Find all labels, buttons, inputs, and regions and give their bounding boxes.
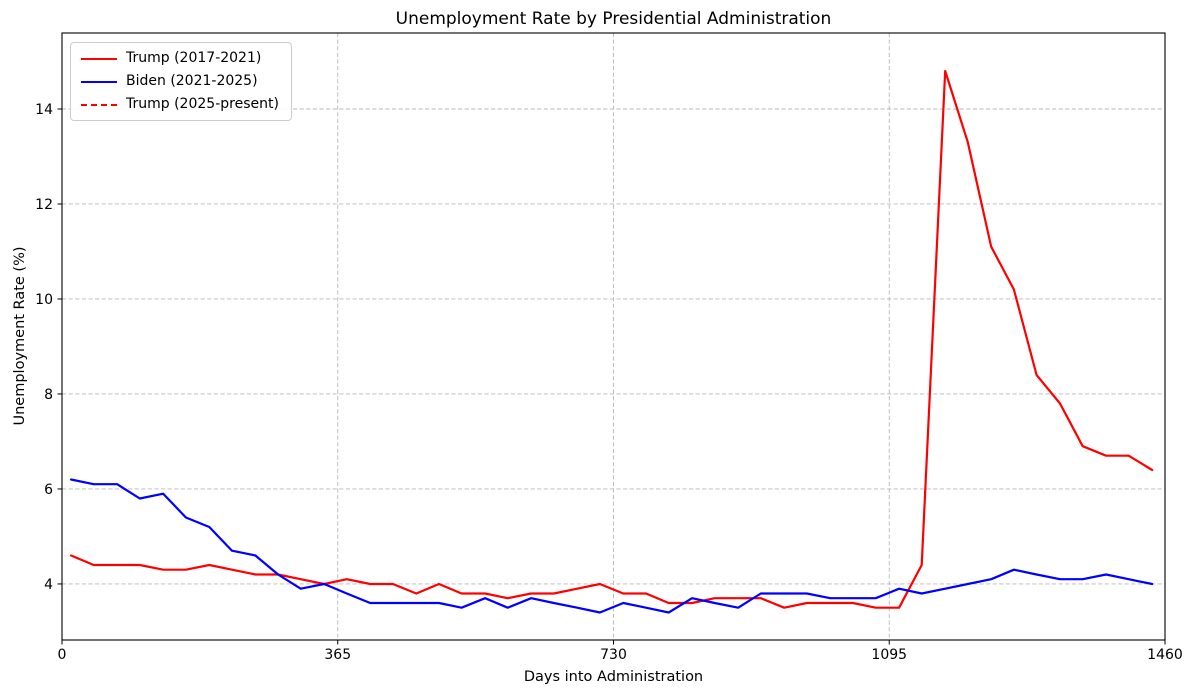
series-line-1 bbox=[69, 478, 1154, 614]
red-dashed-line-icon bbox=[81, 103, 117, 106]
y-tick-label: 6 bbox=[44, 482, 53, 498]
y-tick-label: 4 bbox=[44, 577, 53, 593]
x-axis-label: Days into Administration bbox=[523, 669, 704, 685]
red-solid-line-icon bbox=[81, 57, 117, 60]
x-tick-label: 365 bbox=[324, 647, 351, 663]
y-tick-label: 12 bbox=[35, 197, 53, 213]
x-tick-label: 1095 bbox=[871, 647, 907, 663]
legend-item-trump-2025: Trump (2025-present) bbox=[81, 96, 279, 113]
blue-solid-line-icon bbox=[81, 80, 117, 83]
legend-label: Trump (2017-2021) bbox=[126, 50, 262, 66]
x-tick-label: 1460 bbox=[1147, 647, 1183, 663]
y-tick-label: 14 bbox=[35, 102, 53, 118]
legend-item-trump-2017: Trump (2017-2021) bbox=[81, 50, 279, 67]
series-line-0 bbox=[69, 69, 1154, 609]
x-tick-label: 0 bbox=[58, 647, 67, 663]
legend-label: Trump (2025-present) bbox=[126, 96, 279, 112]
legend-item-biden-2021: Biden (2021-2025) bbox=[81, 73, 279, 90]
y-tick-label: 8 bbox=[44, 387, 53, 403]
legend-label: Biden (2021-2025) bbox=[126, 73, 258, 89]
chart-title: Unemployment Rate by Presidential Admini… bbox=[395, 9, 832, 29]
legend: Trump (2017-2021) Biden (2021-2025) Trum… bbox=[70, 42, 292, 121]
y-axis-label: Unemployment Rate (%) bbox=[12, 246, 28, 426]
x-tick-label: 730 bbox=[600, 647, 627, 663]
y-tick-label: 10 bbox=[35, 292, 53, 308]
